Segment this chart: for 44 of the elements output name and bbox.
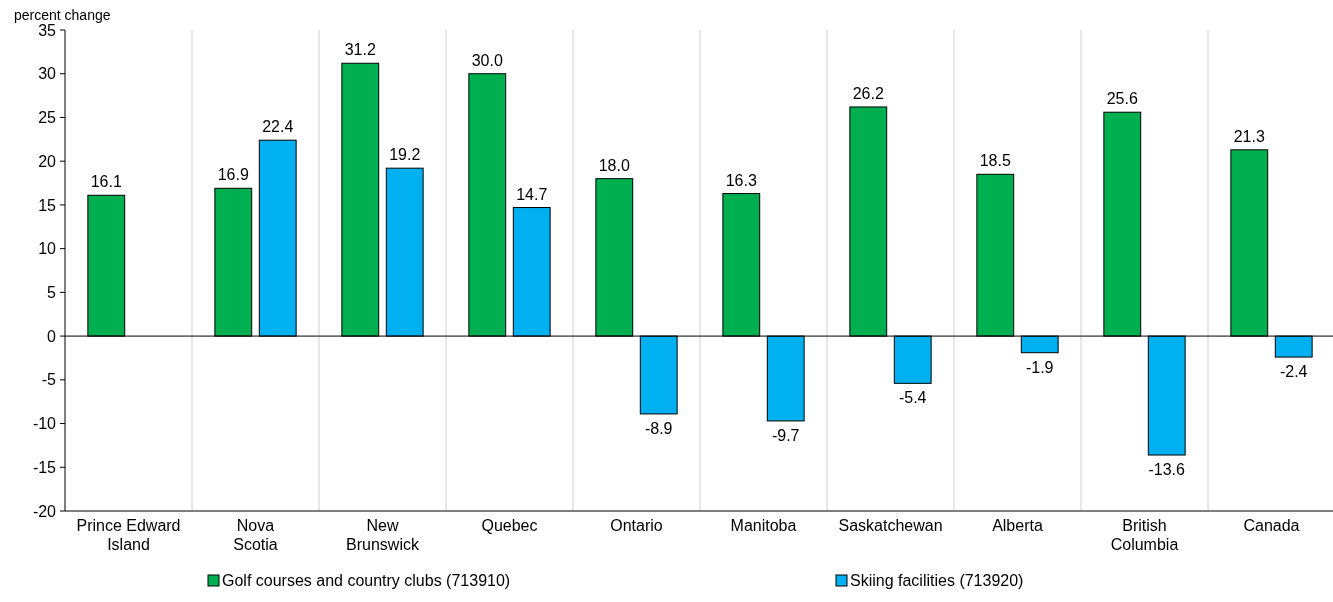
x-tick-label: Quebec [481,517,538,534]
x-tick-label: Prince Edward Island [76,517,181,553]
y-axis-title: percent change [14,7,111,23]
y-tick-label: -5 [41,371,57,389]
x-tick-label: Ontario [610,517,663,534]
x-tick-label: New Brunswick [346,517,420,553]
x-tick-label: Manitoba [730,517,797,534]
legend-label: Golf courses and country clubs (713910) [222,572,511,589]
y-tick-label: -15 [32,458,57,476]
y-tick-label: -20 [32,502,57,520]
y-tick-label: 30 [38,65,57,83]
x-tick-label: Alberta [992,517,1043,534]
x-tick-label: Nova Scotia [233,517,278,553]
text: 16.3 [725,171,757,189]
text: -5.4 [898,389,927,407]
y-tick-label: -10 [32,415,57,433]
text: -9.7 [771,426,800,444]
y-tick-label: 10 [38,240,57,258]
text: 18.0 [598,156,630,174]
text: 21.3 [1233,127,1265,145]
y-tick-label: 15 [38,196,57,214]
y-tick-label: 35 [38,21,57,39]
y-tick-label: 0 [47,327,57,345]
text: 19.2 [389,146,421,164]
x-tick-label: Canada [1243,517,1300,534]
x-tick-label: Saskatchewan [838,517,943,534]
text: -1.9 [1025,358,1054,376]
text: 16.1 [90,173,122,191]
text: -8.9 [644,419,673,437]
y-tick-label: 20 [38,152,57,170]
text: 31.2 [344,41,376,59]
text: 26.2 [852,84,884,102]
text: 30.0 [471,51,503,69]
text: 16.9 [217,166,249,184]
x-tick-label: British Columbia [1110,517,1179,553]
text: -2.4 [1279,363,1308,381]
y-tick-label: 5 [47,283,57,301]
text: 22.4 [262,118,294,136]
legend-label: Skiing facilities (713920) [850,572,1024,589]
text: -13.6 [1148,461,1185,479]
text: 18.5 [979,152,1011,170]
y-tick-label: 25 [38,109,57,127]
text: 14.7 [516,185,548,203]
text: 25.6 [1106,90,1138,108]
